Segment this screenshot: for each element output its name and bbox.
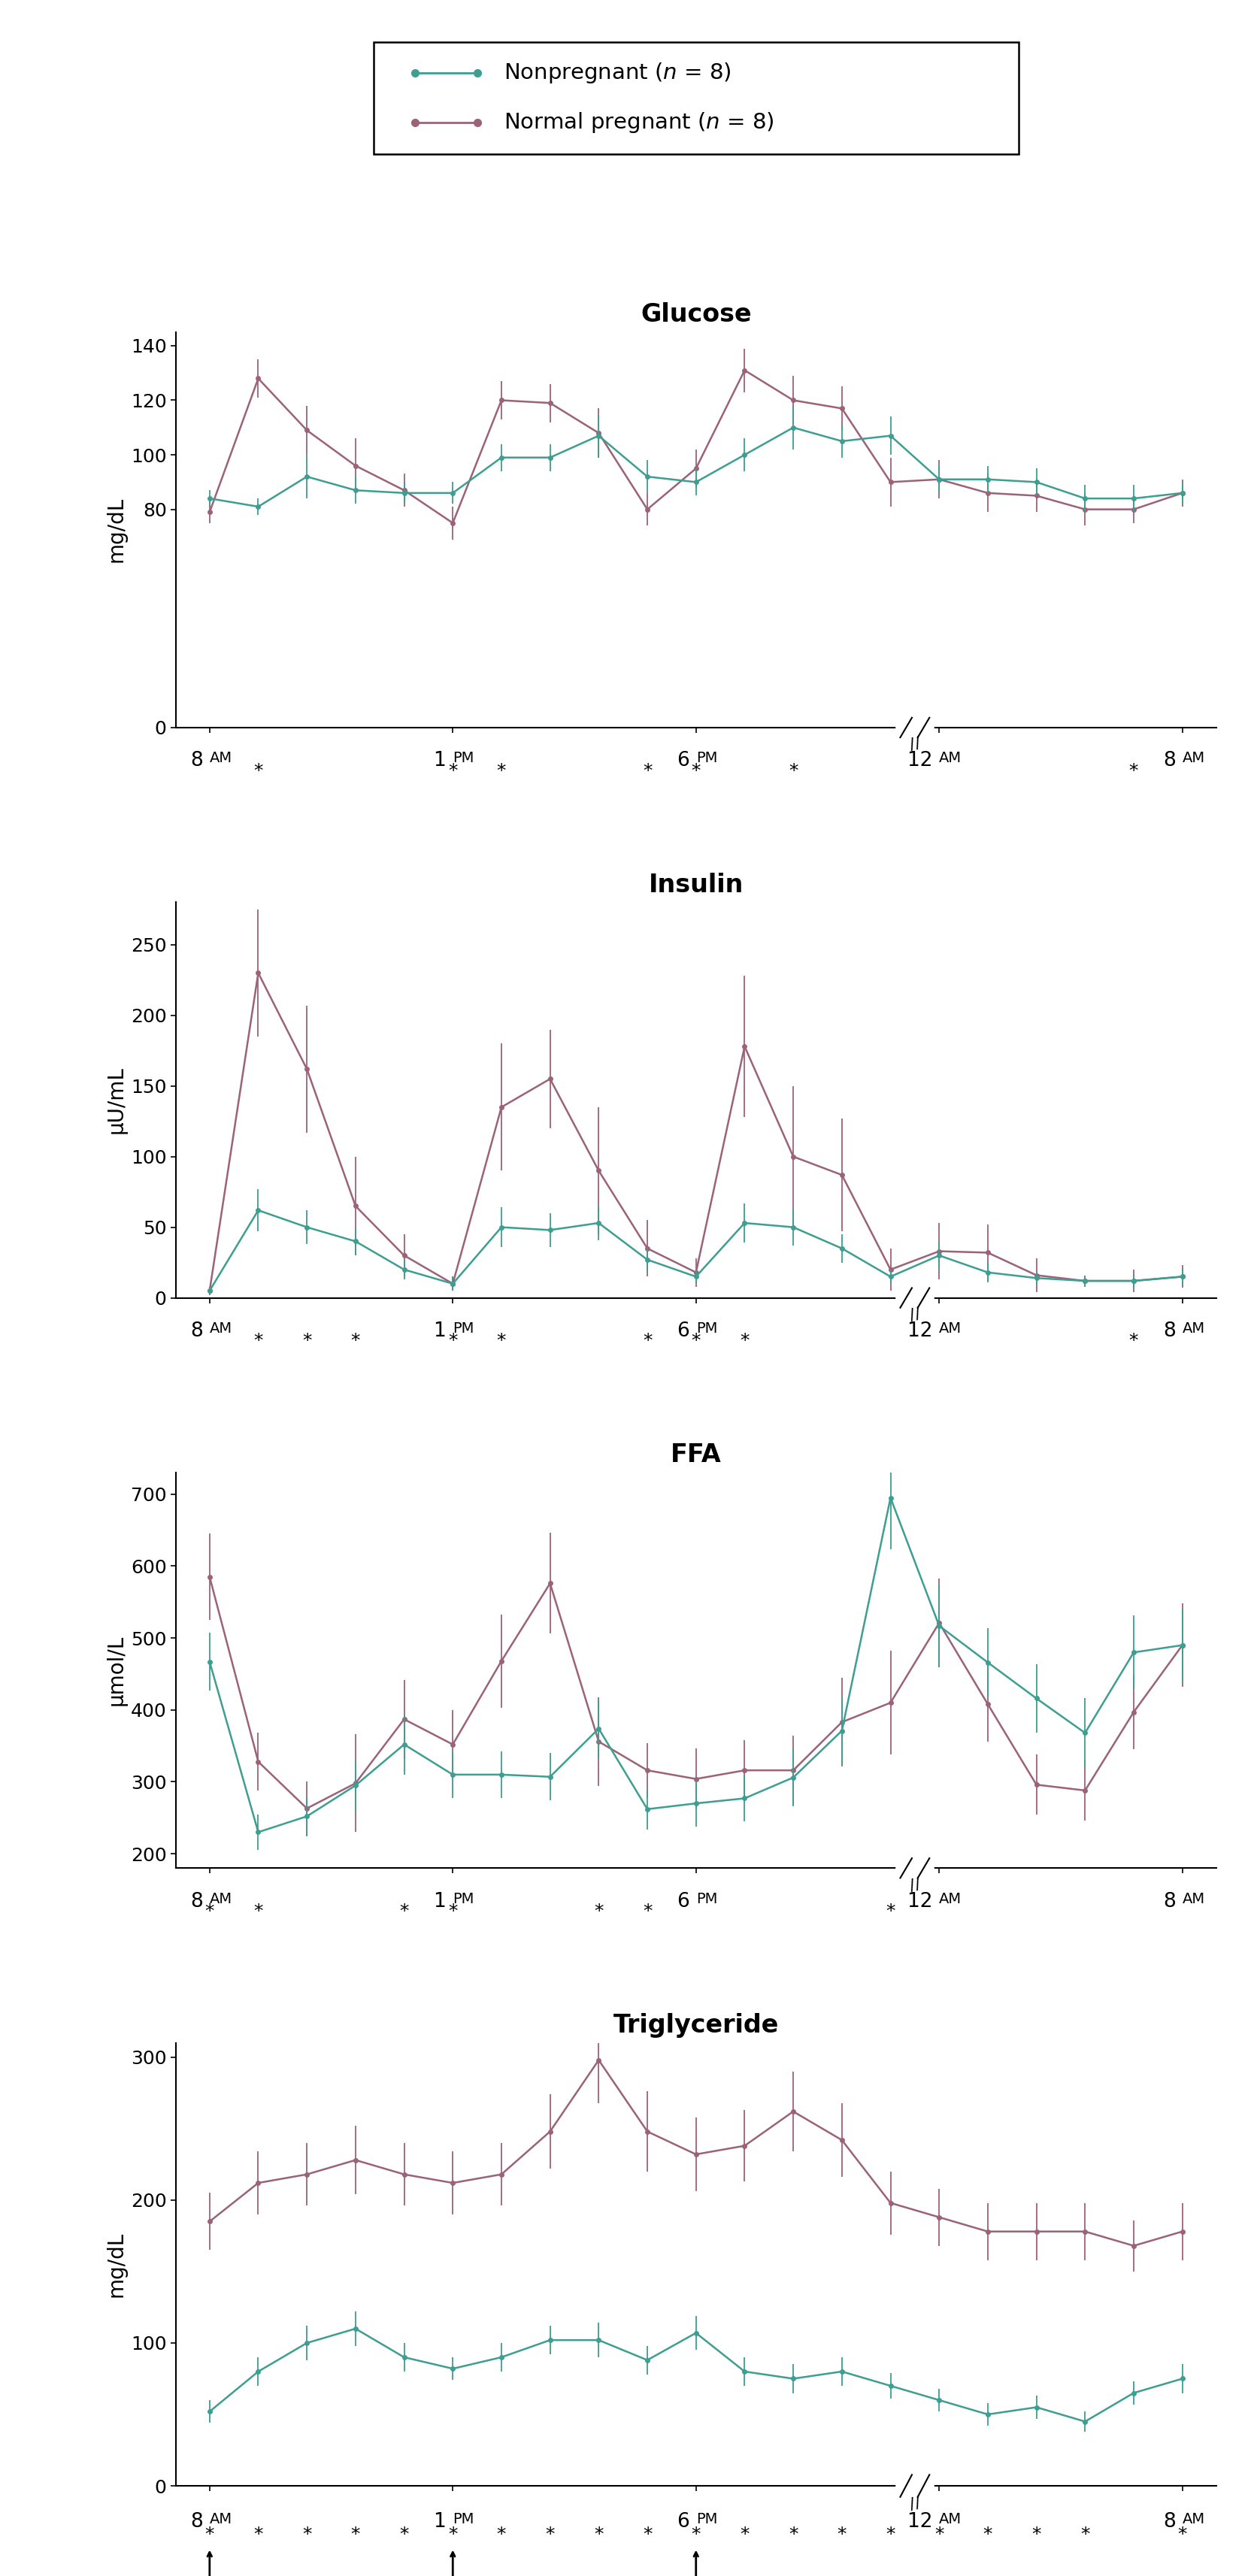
Text: PM: PM [453, 1321, 474, 1337]
Text: 12: 12 [908, 1891, 939, 1911]
Text: PM: PM [453, 1891, 474, 1906]
Text: *: * [302, 1332, 311, 1350]
Text: 6: 6 [677, 1321, 696, 1342]
Text: //: // [908, 2494, 922, 2512]
Text: PM: PM [696, 2512, 717, 2527]
Text: AM: AM [939, 752, 962, 765]
Text: 1: 1 [434, 752, 453, 770]
Text: *: * [691, 1332, 701, 1350]
Text: //: // [908, 1306, 922, 1324]
Text: AM: AM [939, 1321, 962, 1337]
Text: 12: 12 [908, 752, 939, 770]
Text: *: * [253, 1904, 263, 1922]
Text: 8: 8 [1164, 1891, 1183, 1911]
Text: AM: AM [209, 752, 232, 765]
Text: *: * [351, 1332, 360, 1350]
Text: *: * [1032, 2524, 1041, 2543]
Text: 8: 8 [1164, 752, 1183, 770]
Text: AM: AM [939, 1891, 962, 1906]
Text: AM: AM [1183, 2512, 1205, 2527]
Text: 12: 12 [908, 1321, 939, 1342]
Text: *: * [691, 762, 701, 781]
Text: *: * [885, 1904, 895, 1922]
Text: *: * [643, 762, 652, 781]
Y-axis label: μU/mL: μU/mL [105, 1066, 127, 1133]
Y-axis label: mg/dL: mg/dL [105, 497, 127, 562]
Text: *: * [497, 1332, 507, 1350]
Text: *: * [1178, 2524, 1188, 2543]
Text: *: * [400, 2524, 409, 2543]
Text: //: // [908, 737, 922, 752]
Text: AM: AM [1183, 1891, 1205, 1906]
Text: 8: 8 [191, 1891, 209, 1911]
Text: *: * [497, 762, 507, 781]
Text: *: * [643, 2524, 652, 2543]
Text: *: * [643, 1904, 652, 1922]
Text: *: * [253, 762, 263, 781]
Text: 1: 1 [434, 1891, 453, 1911]
Text: PM: PM [696, 1891, 717, 1906]
Text: *: * [1129, 762, 1139, 781]
Text: *: * [204, 2524, 214, 2543]
Text: *: * [691, 2524, 701, 2543]
Text: *: * [253, 2524, 263, 2543]
Text: *: * [302, 2524, 311, 2543]
Y-axis label: μmol/L: μmol/L [105, 1636, 127, 1705]
FancyBboxPatch shape [374, 41, 1018, 155]
Title: Glucose: Glucose [641, 301, 751, 327]
Text: *: * [351, 2524, 360, 2543]
Text: PM: PM [696, 752, 717, 765]
Text: *: * [448, 2524, 458, 2543]
Text: *: * [400, 1904, 409, 1922]
Text: *: * [594, 1904, 603, 1922]
Text: *: * [983, 2524, 992, 2543]
Text: *: * [789, 762, 798, 781]
Text: 6: 6 [677, 752, 696, 770]
Text: 6: 6 [677, 1891, 696, 1911]
Y-axis label: mg/dL: mg/dL [105, 2231, 127, 2298]
Text: //: // [908, 1875, 922, 1893]
Text: AM: AM [1183, 1321, 1205, 1337]
Text: *: * [204, 1904, 214, 1922]
Text: *: * [885, 2524, 895, 2543]
Text: *: * [740, 2524, 749, 2543]
Text: *: * [1129, 1332, 1139, 1350]
Text: *: * [448, 1904, 458, 1922]
Text: AM: AM [939, 2512, 962, 2527]
Text: *: * [1081, 2524, 1090, 2543]
Text: *: * [497, 2524, 507, 2543]
Text: *: * [594, 2524, 603, 2543]
Text: *: * [448, 1332, 458, 1350]
Text: *: * [838, 2524, 846, 2543]
Text: 8: 8 [191, 2512, 209, 2532]
Text: 6: 6 [677, 2512, 696, 2532]
Text: 8: 8 [191, 752, 209, 770]
Text: Nonpregnant ($n$ = 8): Nonpregnant ($n$ = 8) [503, 62, 731, 85]
Title: Insulin: Insulin [648, 873, 744, 896]
Text: 8: 8 [1164, 1321, 1183, 1342]
Text: 1: 1 [434, 1321, 453, 1342]
Text: AM: AM [209, 2512, 232, 2527]
Text: *: * [643, 1332, 652, 1350]
Text: PM: PM [696, 1321, 717, 1337]
Text: AM: AM [209, 1891, 232, 1906]
Text: *: * [789, 2524, 798, 2543]
Text: *: * [934, 2524, 944, 2543]
Text: 12: 12 [908, 2512, 939, 2532]
Text: 8: 8 [1164, 2512, 1183, 2532]
Text: AM: AM [1183, 752, 1205, 765]
Text: 8: 8 [191, 1321, 209, 1342]
Title: Triglyceride: Triglyceride [613, 2012, 779, 2038]
Text: PM: PM [453, 752, 474, 765]
Text: *: * [253, 1332, 263, 1350]
Text: *: * [740, 1332, 749, 1350]
Text: *: * [448, 762, 458, 781]
Text: Normal pregnant ($n$ = 8): Normal pregnant ($n$ = 8) [503, 111, 774, 134]
Text: 1: 1 [434, 2512, 453, 2532]
Text: PM: PM [453, 2512, 474, 2527]
Title: FFA: FFA [671, 1443, 721, 1468]
Text: AM: AM [209, 1321, 232, 1337]
Text: *: * [545, 2524, 554, 2543]
